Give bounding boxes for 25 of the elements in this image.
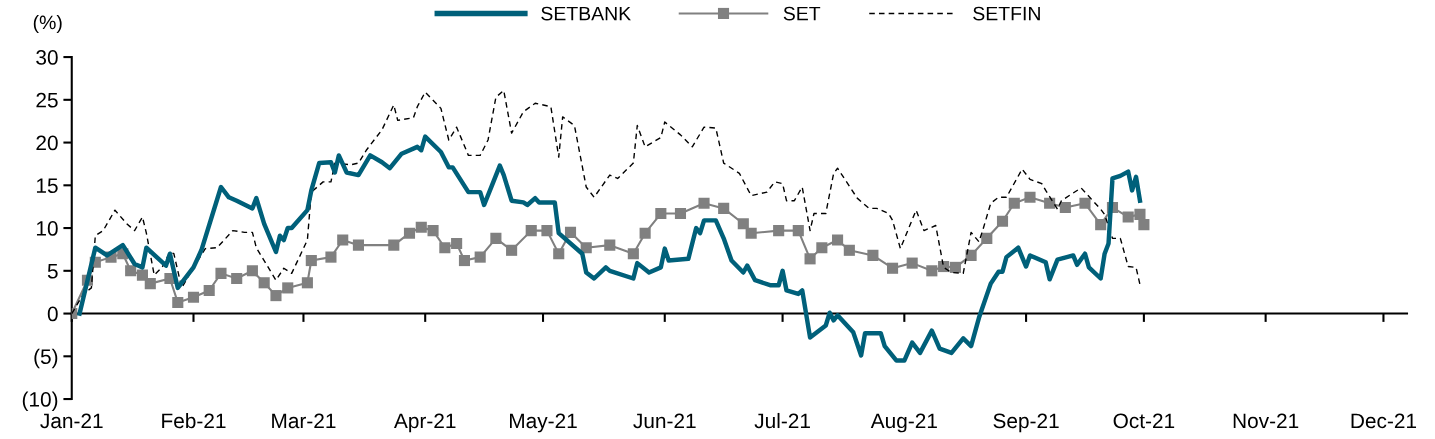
x-tick-label: Jun-21	[633, 413, 696, 429]
x-tick-label: Apr-21	[393, 413, 456, 433]
y-tick-label: 0	[47, 306, 58, 322]
y-axis-title: (%)	[33, 15, 62, 34]
x-tick-label: Dec-21	[1351, 413, 1417, 429]
legend-label: SET	[783, 6, 821, 21]
x-tick-label: Aug-21	[870, 413, 937, 433]
x-tick-label: Mar-21	[272, 413, 336, 429]
y-tick-label: (5)	[34, 348, 58, 369]
y-tick-label: 15	[36, 178, 58, 194]
y-tick-label: 20	[36, 135, 58, 151]
x-tick-label: Jul-21	[754, 412, 810, 429]
legend-label: SETFIN	[973, 6, 1040, 21]
legend-label: SETBANK	[541, 6, 631, 21]
x-tick-label: Jan-21	[40, 413, 103, 429]
y-tick-label: (10)	[22, 391, 58, 411]
y-tick-label: 25	[36, 92, 58, 108]
y-tick-label: 10	[36, 221, 58, 236]
x-tick-label: May-21	[510, 413, 577, 433]
y-tick-label: 30	[36, 50, 58, 65]
y-tick-label: 5	[47, 264, 58, 279]
x-tick-label: Oct-21	[1113, 413, 1175, 429]
x-tick-label: Sep-21	[993, 413, 1059, 433]
x-tick-label: Feb-21	[162, 412, 226, 429]
x-tick-label: Nov-21	[1233, 413, 1299, 429]
